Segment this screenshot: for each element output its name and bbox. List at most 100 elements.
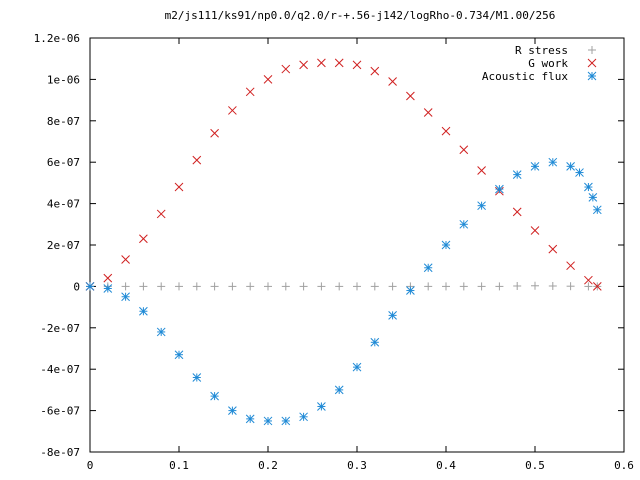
data-point <box>566 261 575 271</box>
data-point <box>441 126 451 136</box>
data-point <box>442 282 450 291</box>
data-point <box>192 373 202 382</box>
data-point <box>121 292 130 302</box>
legend-label: R stress <box>515 44 568 57</box>
data-point <box>334 58 344 68</box>
data-point <box>299 60 308 70</box>
data-point <box>495 184 504 194</box>
data-point <box>370 66 380 76</box>
legend-marker <box>588 46 596 54</box>
data-point <box>299 412 308 422</box>
legend-label: G work <box>528 57 568 70</box>
data-point <box>459 219 469 229</box>
data-point <box>584 282 593 291</box>
data-point <box>406 286 415 295</box>
data-point <box>477 201 486 211</box>
data-point <box>245 414 255 424</box>
y-tick-label: 8e-07 <box>47 115 80 128</box>
data-point <box>441 240 451 250</box>
data-point <box>245 87 255 97</box>
data-point <box>370 282 379 291</box>
axis-ticks: 0 0.1 0.2 0.3 0.4 0.5 0.6 -8e-07 -6e-07 -4e-07 -2e… <box>34 32 634 472</box>
data-point <box>584 182 593 192</box>
data-point <box>424 282 433 291</box>
data-point <box>139 306 148 316</box>
data-point <box>263 75 273 84</box>
data-point <box>157 282 166 291</box>
data-point <box>192 282 201 291</box>
data-point <box>121 282 130 291</box>
x-tick-label: 0.3 <box>347 459 367 472</box>
data-point <box>370 337 380 347</box>
data-point <box>388 311 397 320</box>
y-tick-label: 0 <box>73 280 80 293</box>
data-point <box>388 282 397 291</box>
data-point <box>103 273 113 283</box>
data-point <box>548 157 558 167</box>
data-point <box>513 281 522 290</box>
data-point <box>530 161 540 171</box>
data-point <box>584 275 593 285</box>
y-tick-label: 1e-06 <box>47 73 80 86</box>
series-g-work <box>85 58 602 291</box>
data-point <box>548 244 558 254</box>
data-point <box>548 281 557 290</box>
data-point <box>210 391 219 401</box>
y-tick-label: -8e-07 <box>40 446 80 459</box>
y-tick-label: 1.2e-06 <box>34 32 80 45</box>
data-point <box>121 255 130 264</box>
x-tick-label: 0.5 <box>525 459 545 472</box>
data-point <box>246 282 255 291</box>
data-point <box>477 282 486 291</box>
data-point <box>335 282 344 291</box>
data-point <box>139 282 148 291</box>
data-point <box>299 282 308 291</box>
data-point <box>495 282 504 291</box>
data-point <box>228 106 237 115</box>
chart-title: m2/js111/ks91/np0.0/q2.0/r-+.56-j142/log… <box>165 9 556 22</box>
y-tick-label: -4e-07 <box>40 363 80 376</box>
x-tick-label: 0.1 <box>169 459 189 472</box>
y-tick-label: 2e-07 <box>47 239 80 252</box>
data-point <box>228 406 237 415</box>
data-point <box>210 128 219 138</box>
data-point <box>281 416 291 426</box>
data-point <box>317 402 326 411</box>
data-point <box>103 284 113 293</box>
data-point <box>566 282 575 291</box>
data-point <box>592 282 602 291</box>
data-point <box>334 385 344 395</box>
data-point <box>264 282 272 291</box>
y-tick-label: -6e-07 <box>40 405 80 418</box>
data-point <box>512 170 522 179</box>
data-point <box>156 209 166 219</box>
legend-label: Acoustic flux <box>482 70 568 83</box>
data-point <box>530 226 540 235</box>
data-point <box>388 77 397 86</box>
data-point <box>175 282 183 291</box>
data-point <box>174 350 184 360</box>
plot-frame <box>89 37 625 453</box>
data-point <box>156 327 166 337</box>
series-marks <box>85 58 602 426</box>
data-point <box>139 234 148 244</box>
x-tick-label: 0.4 <box>436 459 456 472</box>
data-point <box>281 64 291 74</box>
data-point <box>566 161 575 171</box>
data-point <box>192 155 202 165</box>
data-point <box>531 281 539 290</box>
data-point <box>352 60 362 70</box>
data-point <box>281 282 290 291</box>
data-point <box>317 58 326 68</box>
data-point <box>477 166 486 175</box>
data-point <box>228 282 237 291</box>
data-point <box>85 282 95 291</box>
legend-marker <box>587 71 597 81</box>
x-tick-label: 0 <box>87 459 94 472</box>
data-point <box>210 282 219 291</box>
data-point <box>512 207 522 217</box>
data-point <box>352 362 362 372</box>
legend-marker <box>587 58 597 68</box>
